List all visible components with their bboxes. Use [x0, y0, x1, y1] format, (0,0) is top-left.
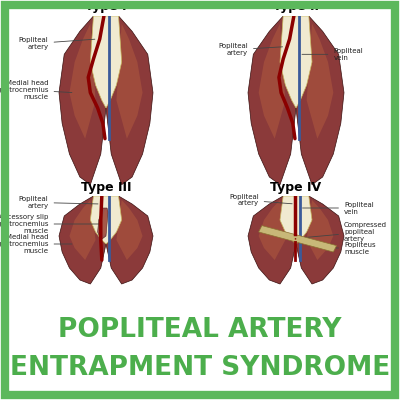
Polygon shape [101, 210, 107, 236]
Polygon shape [106, 196, 153, 284]
Polygon shape [106, 16, 153, 185]
Polygon shape [296, 16, 344, 185]
Polygon shape [259, 24, 285, 139]
Polygon shape [248, 196, 296, 284]
Text: Popliteus
muscle: Popliteus muscle [320, 242, 376, 254]
Polygon shape [259, 200, 285, 260]
Text: Medial head
of gastrocnemius
muscle: Medial head of gastrocnemius muscle [0, 80, 72, 100]
Text: POPLITEAL ARTERY: POPLITEAL ARTERY [58, 317, 342, 343]
Text: Popliteal
artery: Popliteal artery [19, 37, 95, 50]
Polygon shape [307, 200, 333, 260]
Text: ENTRAPMENT SYNDROME: ENTRAPMENT SYNDROME [10, 355, 390, 381]
Text: Medial head
of gastrocnemius
muscle: Medial head of gastrocnemius muscle [0, 234, 72, 254]
Text: Popliteal
artery: Popliteal artery [19, 196, 98, 209]
Text: Type II: Type II [273, 0, 319, 13]
Text: Popliteal
vein: Popliteal vein [302, 202, 374, 214]
Text: Popliteal
artery: Popliteal artery [218, 43, 282, 56]
Text: Type I: Type I [85, 0, 127, 13]
Polygon shape [307, 24, 333, 139]
Text: Type IV: Type IV [270, 182, 322, 194]
Polygon shape [116, 24, 142, 139]
Text: Compressed
popliteal
artery: Compressed popliteal artery [298, 222, 387, 242]
Polygon shape [259, 226, 336, 252]
Polygon shape [98, 208, 108, 240]
Polygon shape [296, 196, 344, 284]
Polygon shape [59, 16, 106, 185]
Polygon shape [70, 200, 96, 260]
Polygon shape [90, 196, 122, 244]
Text: Popliteal
vein: Popliteal vein [302, 48, 363, 61]
Polygon shape [280, 16, 312, 108]
Text: Type III: Type III [81, 182, 131, 194]
Polygon shape [116, 200, 142, 260]
Text: Popliteal
artery: Popliteal artery [229, 194, 292, 206]
Polygon shape [280, 196, 312, 244]
Polygon shape [70, 24, 96, 139]
Polygon shape [90, 16, 122, 108]
Polygon shape [248, 16, 296, 185]
Text: Accessory slip
of gastrocnemius
muscle: Accessory slip of gastrocnemius muscle [0, 214, 99, 234]
Polygon shape [59, 196, 106, 284]
